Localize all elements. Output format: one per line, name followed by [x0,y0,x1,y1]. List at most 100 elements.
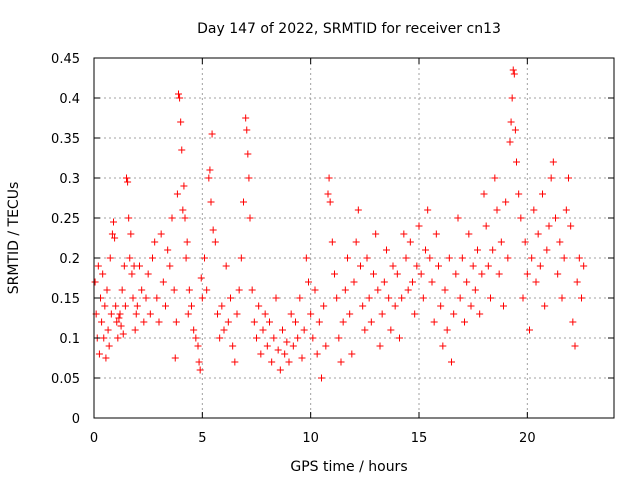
data-point [222,262,230,270]
y-tick-label: 0.45 [51,52,80,67]
data-point [157,230,165,238]
data-point [476,310,484,318]
data-point [250,318,258,326]
data-point [326,198,334,206]
data-point [560,254,568,262]
data-point [164,246,172,254]
data-point [121,302,129,310]
y-axis-label: SRMTID / TECUs [6,182,22,295]
data-point [99,270,107,278]
data-point [465,230,473,238]
data-point [198,294,206,302]
data-point [216,334,224,342]
data-point [500,302,507,310]
data-point [120,262,128,270]
data-point [259,326,267,334]
data-point [261,310,269,318]
data-point [509,66,517,74]
y-tick-label: 0.1 [59,332,80,347]
data-point [270,334,278,342]
data-point [339,318,347,326]
y-tick-label: 0.2 [59,252,80,267]
data-point [118,286,126,294]
data-point [119,330,127,338]
data-point [311,286,319,294]
data-point [567,222,575,230]
data-point [389,262,397,270]
data-point [378,310,386,318]
data-point [354,206,362,214]
data-point [573,278,581,286]
data-point [91,278,99,286]
data-point [129,294,137,302]
data-point [307,310,315,318]
data-point [450,310,458,318]
data-point [474,246,481,254]
y-tick-label: 0.4 [59,92,80,107]
data-point [124,178,132,186]
data-point [489,246,497,254]
data-point [294,334,302,342]
data-point [125,214,133,222]
data-point [445,254,453,262]
x-tick-label: 10 [302,431,319,446]
data-point [428,278,436,286]
data-point [123,174,130,182]
data-point [106,254,114,262]
data-point [205,174,213,182]
data-point [530,206,538,214]
data-point [463,278,471,286]
data-point [480,190,488,198]
data-point [562,206,570,214]
data-point [242,114,250,122]
data-point [478,270,486,278]
data-point [162,302,169,310]
data-point [424,206,432,214]
data-point [159,278,167,286]
data-point [554,270,562,278]
data-point [320,302,328,310]
data-point [231,358,239,366]
data-point [183,238,191,246]
data-point [313,350,321,358]
data-point [575,254,583,262]
data-point [211,238,219,246]
data-point [245,174,253,182]
data-point [166,262,174,270]
tick-labels: 0 0.05 0.1 0.15 0.2 0.25 0.3 0.35 0.4 0.45 0 5 10 15 2… [51,52,536,446]
plot-frame [93,57,615,419]
data-point [396,334,403,342]
data-point [541,302,549,310]
data-point [132,310,140,318]
data-point [182,254,190,262]
data-point [510,70,518,78]
data-point [101,302,109,310]
data-point [318,374,325,382]
data-point [493,206,501,214]
data-point [179,206,187,214]
data-point [102,354,110,362]
data-point [370,270,377,278]
data-point [220,326,228,334]
data-point [113,318,121,326]
data-point [309,334,317,342]
data-point [441,286,449,294]
data-point [235,286,243,294]
data-point [411,310,419,318]
data-point [94,262,102,270]
data-point [177,118,185,126]
data-point [376,342,384,350]
data-point [281,350,289,358]
data-point [287,310,295,318]
y-tick-label: 0.3 [59,172,80,187]
data-point [276,366,284,374]
data-point [422,246,429,254]
data-point [127,230,135,238]
data-point [100,334,108,342]
data-point [335,334,343,342]
data-point [383,246,390,254]
data-point [346,310,354,318]
data-point [240,198,247,206]
data-point [385,294,393,302]
data-point [206,166,214,174]
